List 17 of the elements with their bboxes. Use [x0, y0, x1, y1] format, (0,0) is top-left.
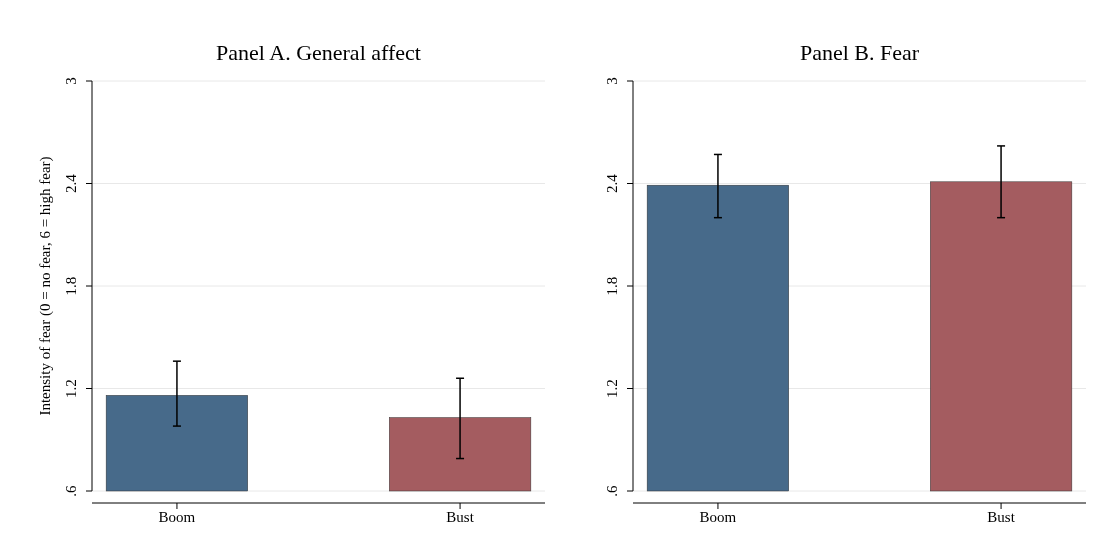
x-tick-label: Bust [446, 509, 475, 525]
y-tick-label: .6 [63, 484, 79, 497]
y-tick-label: 1.2 [604, 379, 620, 398]
y-tick-label: 3 [604, 77, 620, 85]
chart-title: Panel B. Fear [799, 40, 920, 65]
y-tick-label: 3 [63, 77, 79, 85]
y-tick-label: 1.2 [63, 379, 79, 398]
y-tick-label: .6 [604, 484, 620, 497]
y-tick-label: 2.4 [63, 173, 79, 193]
y-tick-label: 1.8 [63, 276, 79, 296]
x-tick-label: Bust [987, 509, 1016, 525]
x-tick-label: Boom [699, 509, 737, 525]
y-tick-label: 2.4 [604, 173, 620, 193]
chart-title: Panel A. General affect [216, 40, 421, 65]
y-tick-label: 1.8 [604, 276, 620, 296]
y-axis-title: Intensity of fear (0 = no fear, 6 = high fear) [37, 156, 54, 416]
x-tick-label: Boom [158, 509, 196, 525]
